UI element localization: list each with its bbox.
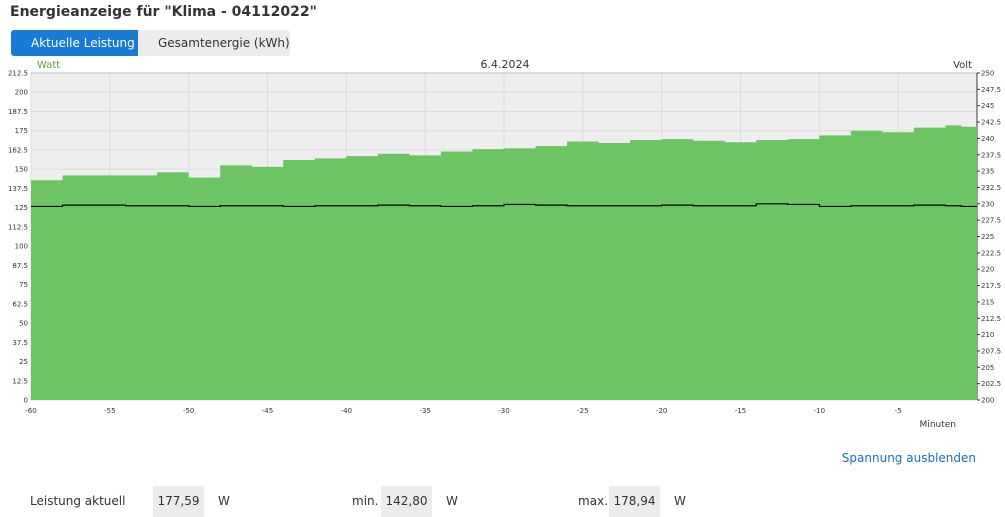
x-tick-label: -50 bbox=[183, 407, 194, 415]
y-tick-label: 212.5 bbox=[8, 70, 28, 78]
max-value: 178,94 bbox=[609, 486, 660, 517]
y-tick-label: 25 bbox=[19, 358, 28, 366]
y2-tick-label: 202.5 bbox=[981, 380, 1001, 388]
x-tick-label: -25 bbox=[577, 407, 588, 415]
y2-tick-label: 205 bbox=[981, 364, 994, 372]
tab-total-energy[interactable]: Gesamtenergie (kWh) bbox=[138, 30, 290, 56]
x-tick-label: -55 bbox=[104, 407, 115, 415]
y-tick-label: 112.5 bbox=[8, 223, 28, 231]
tab-current-power[interactable]: Aktuelle Leistung (Watt) bbox=[11, 30, 138, 76]
x-tick-label: -45 bbox=[262, 407, 273, 415]
min-unit: W bbox=[446, 494, 458, 508]
x-tick-label: -10 bbox=[814, 407, 825, 415]
power-chart: -60 -55 -50 -45 -40 -35 -30 -25 -20 -15 -10 -5012.5… bbox=[8, 58, 1001, 430]
x-tick-label: -35 bbox=[419, 407, 430, 415]
y2-tick-label: 215 bbox=[981, 298, 994, 306]
stats-bar: Leistung aktuell 177,59 W min. 142,80 W … bbox=[0, 486, 1005, 517]
x-tick-label: -60 bbox=[25, 407, 36, 415]
x-tick-label: -5 bbox=[895, 407, 902, 415]
current-value: 177,59 bbox=[153, 486, 204, 517]
y2-tick-label: 237.5 bbox=[981, 151, 1001, 159]
y-tick-label: 200 bbox=[15, 89, 28, 97]
current-label: Leistung aktuell bbox=[30, 494, 126, 508]
y2-tick-label: 242.5 bbox=[981, 119, 1001, 127]
y2-tick-label: 227.5 bbox=[981, 217, 1001, 225]
y-tick-label: 0 bbox=[24, 397, 28, 405]
max-unit: W bbox=[674, 494, 686, 508]
y2-tick-label: 232.5 bbox=[981, 184, 1001, 192]
x-tick-label: -30 bbox=[498, 407, 509, 415]
y2-tick-label: 235 bbox=[981, 168, 994, 176]
y2-tick-label: 230 bbox=[981, 200, 994, 208]
y-tick-label: 187.5 bbox=[8, 108, 28, 116]
y-tick-label: 37.5 bbox=[12, 339, 28, 347]
x-tick-label: -15 bbox=[735, 407, 746, 415]
y2-tick-label: 217.5 bbox=[981, 282, 1001, 290]
y-tick-label: 125 bbox=[15, 204, 28, 212]
min-value: 142,80 bbox=[381, 486, 432, 517]
min-label: min. bbox=[352, 494, 379, 508]
y-tick-label: 87.5 bbox=[12, 262, 28, 270]
max-label: max. bbox=[578, 494, 608, 508]
y2-axis-label: Volt bbox=[953, 60, 972, 71]
watt-area bbox=[31, 125, 977, 400]
current-unit: W bbox=[218, 494, 230, 508]
y2-tick-label: 225 bbox=[981, 233, 994, 241]
y2-tick-label: 220 bbox=[981, 266, 994, 274]
y-tick-label: 175 bbox=[15, 127, 28, 135]
x-axis-label: Minuten bbox=[920, 420, 956, 430]
y-axis-label: Watt bbox=[37, 60, 60, 71]
y2-tick-label: 240 bbox=[981, 135, 994, 143]
x-tick-label: -20 bbox=[656, 407, 667, 415]
y-tick-label: 75 bbox=[19, 281, 28, 289]
y-tick-label: 12.5 bbox=[12, 377, 28, 385]
page-title: Energieanzeige für "Klima - 04112022" bbox=[10, 4, 317, 20]
y-tick-label: 50 bbox=[19, 320, 28, 328]
chart-title: 6.4.2024 bbox=[481, 58, 530, 71]
y2-tick-label: 200 bbox=[981, 397, 994, 405]
y-tick-label: 100 bbox=[15, 243, 28, 251]
toggle-voltage-link[interactable]: Spannung ausblenden bbox=[841, 451, 976, 465]
y2-tick-label: 207.5 bbox=[981, 347, 1001, 355]
y2-tick-label: 212.5 bbox=[981, 315, 1001, 323]
volt-line bbox=[31, 203, 977, 208]
x-tick-label: -40 bbox=[341, 407, 352, 415]
axis-ticks: -60 -55 -50 -45 -40 -35 -30 -25 -20 -15 -10 -5012.5… bbox=[8, 70, 1001, 416]
y2-tick-label: 247.5 bbox=[981, 86, 1001, 94]
y2-tick-label: 250 bbox=[981, 70, 994, 78]
y-tick-label: 137.5 bbox=[8, 185, 28, 193]
view-tabs: Aktuelle Leistung (Watt) Gesamtenergie (… bbox=[11, 30, 290, 76]
y2-tick-label: 245 bbox=[981, 102, 994, 110]
y-tick-label: 162.5 bbox=[8, 146, 28, 154]
y-tick-label: 62.5 bbox=[12, 300, 28, 308]
y2-tick-label: 210 bbox=[981, 331, 994, 339]
y-tick-label: 150 bbox=[15, 166, 28, 174]
y2-tick-label: 222.5 bbox=[981, 249, 1001, 257]
